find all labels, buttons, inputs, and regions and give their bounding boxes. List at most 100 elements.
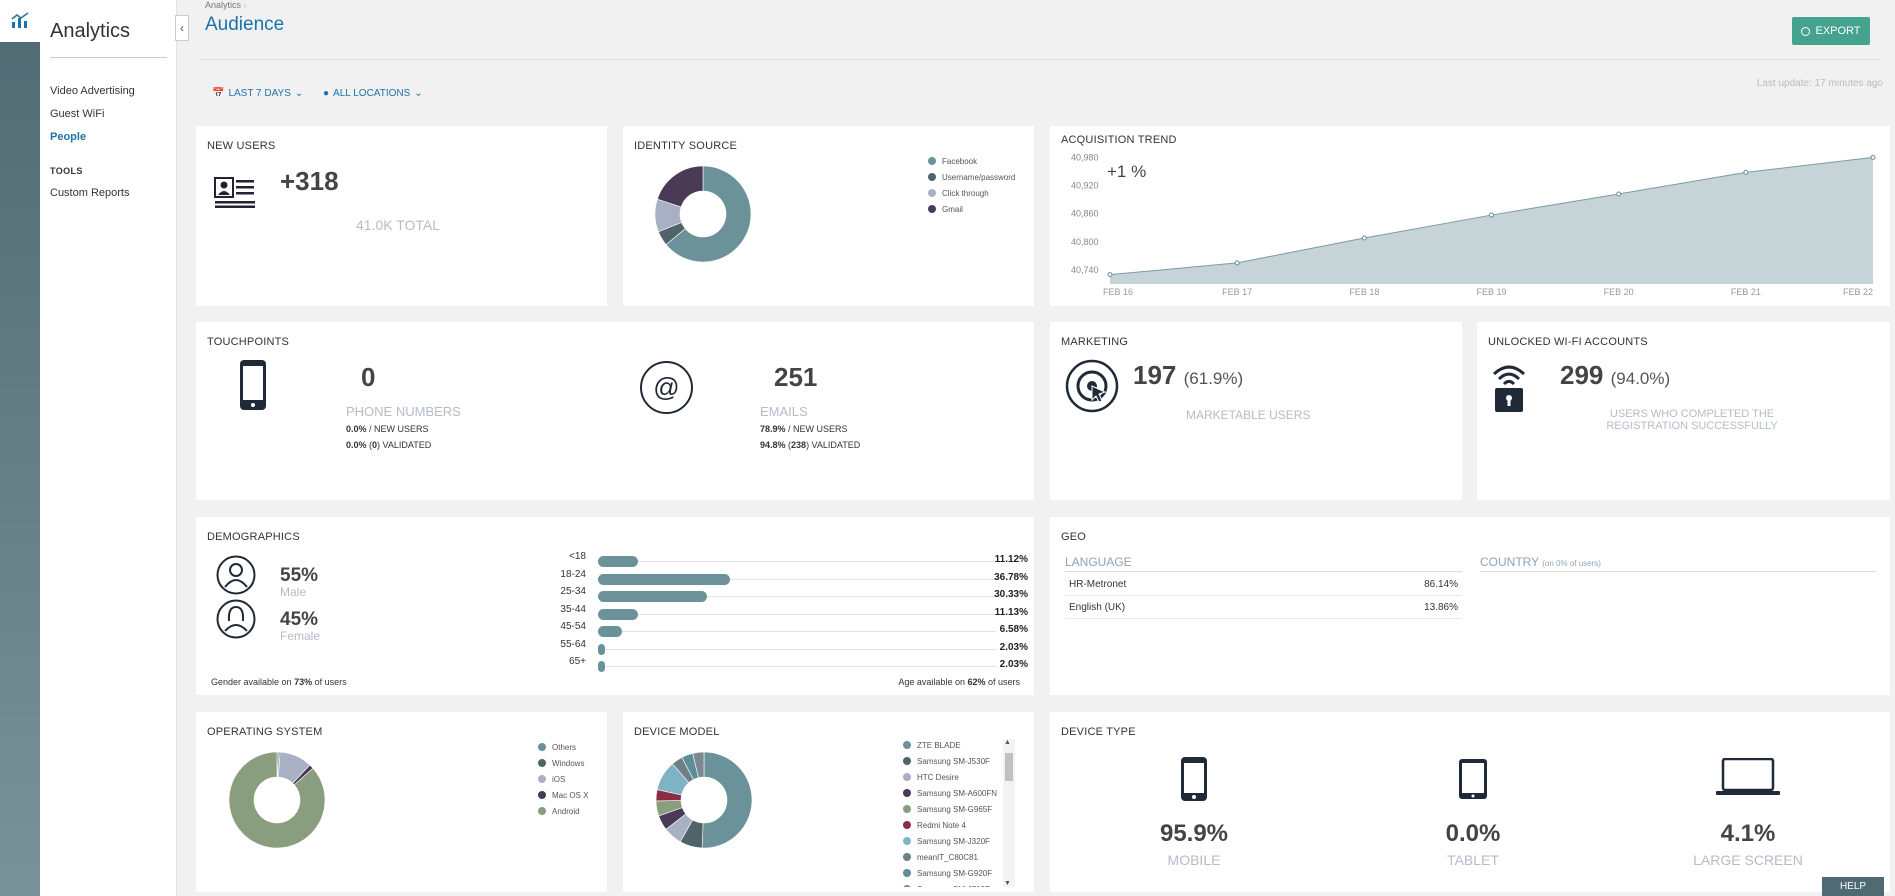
age-bar-value: 2.03%: [999, 659, 1028, 670]
acquisition-point[interactable]: [1361, 235, 1367, 241]
location-filter[interactable]: ● ALL LOCATIONS ⌄: [323, 88, 423, 99]
sidebar-item-custom-reports[interactable]: Custom Reports: [50, 187, 130, 199]
male-label: Male: [280, 585, 307, 599]
legend-label: Gmail: [942, 204, 963, 214]
age-bar[interactable]: [598, 591, 708, 602]
legend-swatch: [538, 807, 546, 815]
acquisition-point[interactable]: [1489, 212, 1494, 218]
age-bar-row: 55-64 2.03%: [546, 639, 1028, 656]
sidebar-item-guest-wifi[interactable]: Guest WiFi: [50, 108, 105, 120]
age-bar[interactable]: [598, 643, 606, 655]
legend-swatch: [928, 205, 936, 213]
legend-swatch: [903, 869, 911, 877]
legend-item[interactable]: ZTE BLADE: [903, 737, 997, 753]
sidebar-item-people[interactable]: People: [50, 131, 87, 143]
legend-label: Username/password: [942, 172, 1016, 182]
collapse-sidebar-button[interactable]: ‹: [175, 15, 189, 41]
age-bar[interactable]: [598, 626, 622, 637]
age-bar[interactable]: [598, 661, 606, 672]
age-bar[interactable]: [598, 573, 731, 585]
acquisition-point[interactable]: [1743, 169, 1749, 175]
legend-item[interactable]: HTC Desire: [903, 769, 997, 785]
legend-item[interactable]: Android: [538, 803, 588, 819]
legend-label: Samsung SM-J320F: [917, 836, 990, 846]
age-bar[interactable]: [598, 556, 639, 567]
age-bar-row: 25-34 30.33%: [546, 586, 1028, 603]
legend-swatch: [928, 173, 936, 181]
age-category-label: 65+: [569, 656, 586, 667]
scroll-up-icon[interactable]: ▲: [1004, 739, 1011, 746]
legend-item[interactable]: Samsung SM-J530F: [903, 753, 997, 769]
legend-item[interactable]: Samsung SM-J710F: [903, 881, 997, 887]
legend-swatch: [903, 837, 911, 845]
device-model-slice[interactable]: [692, 751, 705, 779]
app-rail: [0, 0, 40, 896]
age-bar-track: [598, 648, 996, 650]
age-category-label: 18-24: [560, 568, 586, 580]
legend-item[interactable]: iOS: [538, 771, 588, 787]
legend-item[interactable]: Samsung SM-A600FN: [903, 785, 997, 801]
breadcrumb[interactable]: Analytics ›: [205, 0, 247, 10]
device-model-legend-scroll[interactable]: ZTE BLADE Samsung SM-J530F HTC Desire Samsu…: [903, 737, 1018, 887]
language-row: HR-Metronet 86.14%: [1065, 574, 1462, 596]
legend-swatch: [928, 189, 936, 197]
date-range-filter[interactable]: 📅 LAST 7 DAYS ⌄: [212, 88, 304, 99]
card-title: DEMOGRAPHICS: [207, 531, 300, 543]
acquisition-point[interactable]: [1616, 191, 1622, 197]
export-icon: [1801, 26, 1811, 36]
age-bar[interactable]: [598, 608, 639, 620]
legend-swatch: [903, 853, 911, 861]
analytics-logo-icon[interactable]: [0, 0, 40, 42]
tablet-label: TABLET: [1447, 852, 1499, 868]
acquisition-area: [1110, 157, 1873, 284]
identity-source-slice[interactable]: [656, 165, 704, 208]
card-title: OPERATING SYSTEM: [207, 726, 323, 738]
legend-item[interactable]: Samsung SM-G965F: [903, 801, 997, 817]
acquisition-change: +1 %: [1107, 162, 1147, 181]
laptop-icon: [1716, 758, 1780, 795]
legend-item[interactable]: Mac OS X: [538, 787, 588, 803]
y-tick-label: 40,740: [1071, 265, 1099, 275]
x-tick-label: FEB 16: [1103, 287, 1133, 297]
identity-source-card: IDENTITY SOURCE Facebook Username/passwor…: [623, 126, 1034, 306]
legend-item[interactable]: meanIT_C80C81: [903, 849, 997, 865]
export-button[interactable]: EXPORT: [1792, 17, 1870, 45]
tablet-icon: [1459, 759, 1487, 799]
acquisition-point[interactable]: [1107, 272, 1113, 278]
legend-item[interactable]: Click through: [928, 185, 1015, 201]
acquisition-point[interactable]: [1870, 154, 1876, 160]
identity-source-slice[interactable]: [665, 165, 752, 263]
age-category-label: 45-54: [560, 621, 586, 632]
help-button[interactable]: HELP: [1822, 877, 1884, 896]
female-percent: 45%: [280, 609, 319, 630]
scrollbar-thumb[interactable]: [1005, 753, 1013, 781]
legend-item[interactable]: Others: [538, 739, 588, 755]
acquisition-trend-card: ACQUISITION TREND +1 % 40,980 40,920 40,86…: [1050, 126, 1890, 306]
device-model-slice[interactable]: [701, 751, 753, 849]
male-percent: 55%: [280, 565, 319, 586]
header-divider: [200, 59, 1880, 60]
legend-item[interactable]: Gmail: [928, 201, 1015, 217]
legend-item[interactable]: Redmi Note 4: [903, 817, 997, 833]
touchpoints-card: TOUCHPOINTS 0 PHONE NUMBERS 0.0% / NEW U…: [196, 322, 1034, 500]
scroll-down-icon[interactable]: ▼: [1004, 880, 1011, 887]
legend-item[interactable]: Windows: [538, 755, 588, 771]
page-title: Audience: [205, 14, 285, 35]
age-bar-value: 11.12%: [994, 554, 1028, 565]
legend-item[interactable]: Facebook: [928, 153, 1015, 169]
legend-item[interactable]: Username/password: [928, 169, 1015, 185]
legend-scrollbar[interactable]: ▲ ▼: [1003, 739, 1015, 887]
legend-item[interactable]: Samsung SM-J320F: [903, 833, 997, 849]
x-tick-label: FEB 18: [1349, 287, 1379, 297]
geo-card: GEO LANGUAGE HR-Metronet 86.14% English (…: [1050, 517, 1890, 695]
age-category-label: <18: [569, 551, 586, 562]
marketing-value: 197 (61.9%): [1133, 360, 1244, 390]
operating-system-slice[interactable]: [228, 751, 326, 849]
chevron-down-icon: ⌄: [414, 88, 423, 99]
sidebar-item-video-advertising[interactable]: Video Advertising: [50, 85, 135, 97]
legend-swatch: [928, 157, 936, 165]
legend-swatch: [903, 821, 911, 829]
acquisition-point[interactable]: [1234, 260, 1240, 266]
sidebar: Analytics Video Advertising Guest WiFi P…: [40, 0, 177, 896]
legend-item[interactable]: Samsung SM-G920F: [903, 865, 997, 881]
